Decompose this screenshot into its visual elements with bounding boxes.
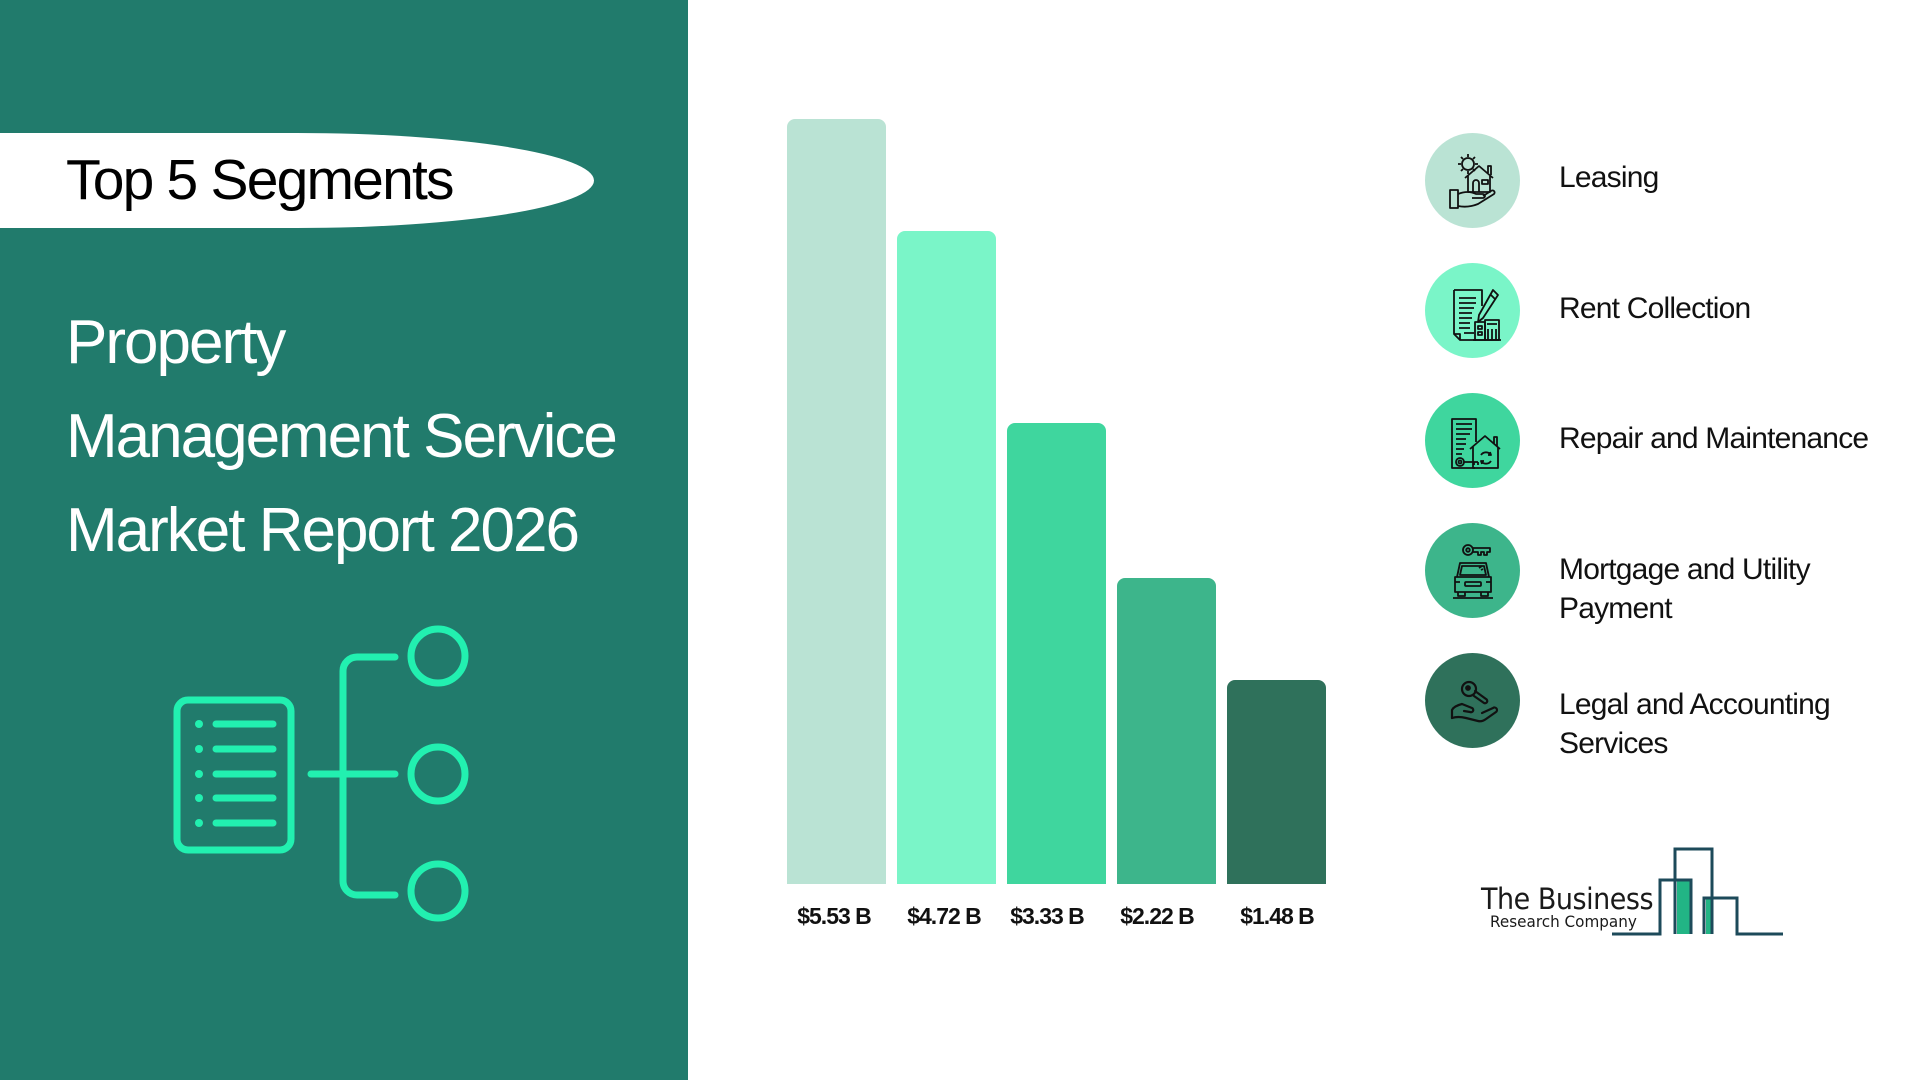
legend-label-line: Payment: [1559, 592, 1673, 625]
legend-label-line: Leasing: [1559, 161, 1659, 194]
legend-label-leasing: Leasing: [1559, 158, 1659, 197]
bar-mortgage-utility: [1117, 578, 1216, 884]
bar-value-label: $4.72 B: [907, 903, 982, 929]
legend-label-line: Repair and Maintenance: [1559, 422, 1869, 455]
bar-rent-collection: [897, 231, 996, 884]
segments-hierarchy-icon: [165, 620, 485, 945]
legend-label-line: Legal and Accounting: [1559, 688, 1831, 721]
bar-value-label: $3.33 B: [1010, 903, 1085, 929]
legend-label-legal-accounting: Legal and Accounting Services: [1559, 685, 1831, 763]
bar-repair-maintenance: [1007, 423, 1106, 884]
document-house-key-icon: [1425, 393, 1520, 488]
report-title-line: Market Report 2026: [66, 496, 580, 565]
section-pill: [0, 133, 594, 228]
bar-value-label: $1.48 B: [1240, 903, 1315, 929]
legend-label-mortgage-utility: Mortgage and Utility Payment: [1559, 550, 1811, 628]
skyline-logo-icon: [1612, 847, 1783, 936]
legend-label-rent-collection: Rent Collection: [1559, 289, 1751, 328]
company-logo: The Business Research Company: [1478, 840, 1798, 950]
bar-value-label: $2.22 B: [1120, 903, 1195, 929]
bar-value-label: $5.53 B: [797, 903, 872, 929]
logo-subtitle: Research Company: [1490, 912, 1637, 931]
bar-leasing: [787, 119, 886, 884]
report-title-line: Management Service: [66, 402, 618, 471]
legend-label-line: Services: [1559, 727, 1668, 760]
section-label: Top 5 Segments: [66, 148, 455, 212]
legend-label-line: Rent Collection: [1559, 292, 1751, 325]
report-title: Property Management Service Market Repor…: [66, 296, 686, 578]
contract-pencil-building-icon: [1425, 263, 1520, 358]
legend-label-line: Mortgage and Utility: [1559, 553, 1811, 586]
legend-label-repair-maintenance: Repair and Maintenance: [1559, 419, 1869, 458]
hand-house-gear-icon: [1425, 133, 1520, 228]
car-key-icon: [1425, 523, 1520, 618]
report-title-line: Property: [66, 308, 286, 377]
logo-name: The Business: [1481, 882, 1654, 916]
bar-legal-accounting: [1227, 680, 1326, 884]
hand-key-icon: [1425, 653, 1520, 748]
